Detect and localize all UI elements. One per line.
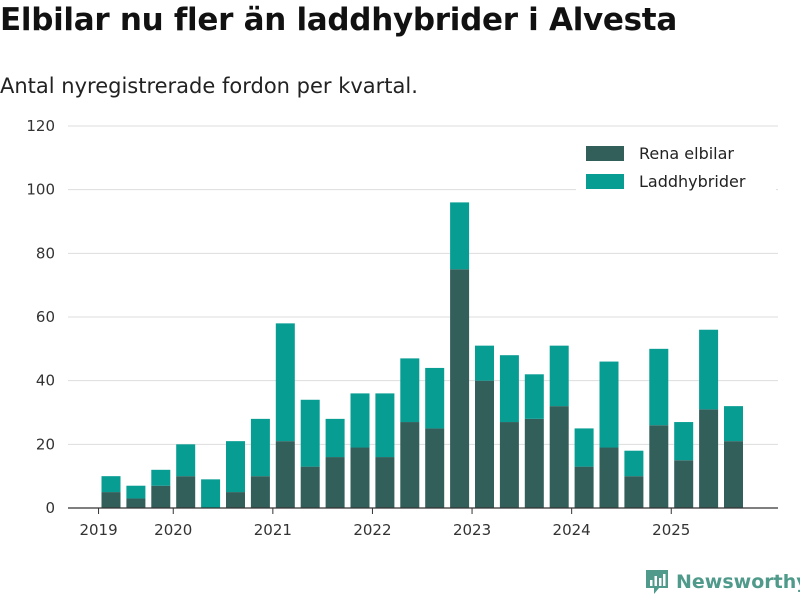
bar-laddhybrider <box>325 418 345 458</box>
bar-laddhybrider <box>176 444 196 477</box>
bar-rena-elbilar <box>101 492 121 508</box>
bar-laddhybrider <box>151 469 171 486</box>
bar-laddhybrider <box>699 329 719 410</box>
y-tick-label: 0 <box>45 499 55 517</box>
x-tick-label: 2024 <box>553 521 591 539</box>
bar-laddhybrider <box>425 367 445 429</box>
bar-rena-elbilar <box>524 418 544 508</box>
bar-laddhybrider <box>450 202 470 270</box>
x-tick-label: 2023 <box>453 521 491 539</box>
bar-laddhybrider <box>674 422 694 461</box>
legend-label: Laddhybrider <box>639 172 746 191</box>
newsworthy-logo-icon <box>646 570 668 594</box>
bar-rena-elbilar <box>674 460 694 508</box>
bar-rena-elbilar <box>475 380 494 508</box>
bar-rena-elbilar <box>599 447 619 508</box>
bar-rena-elbilar <box>724 441 743 508</box>
bar-laddhybrider <box>599 361 619 448</box>
bar-laddhybrider <box>574 428 594 467</box>
bar-rena-elbilar <box>624 476 644 508</box>
x-tick-label: 2020 <box>154 521 192 539</box>
y-tick-label: 80 <box>36 244 55 262</box>
x-tick-label: 2021 <box>254 521 292 539</box>
brand-logo: Newsworthy <box>644 568 800 596</box>
bar-rena-elbilar <box>574 466 594 508</box>
bar-laddhybrider <box>624 450 644 477</box>
bar-rena-elbilar <box>275 441 295 508</box>
bar-rena-elbilar <box>325 457 345 508</box>
brand-name: Newsworthy <box>676 571 800 593</box>
bar-rena-elbilar <box>250 476 270 508</box>
bar-rena-elbilar <box>400 422 420 508</box>
y-tick-label: 60 <box>36 308 55 326</box>
legend-swatch <box>586 146 624 161</box>
bar-rena-elbilar <box>649 425 669 508</box>
bar-rena-elbilar <box>375 457 395 508</box>
x-tick-label: 2022 <box>353 521 391 539</box>
bar-rena-elbilar <box>176 476 196 508</box>
bar-laddhybrider <box>649 348 669 426</box>
legend-label: Rena elbilar <box>639 144 734 163</box>
bar-laddhybrider <box>350 393 370 448</box>
bar-laddhybrider <box>226 441 245 493</box>
x-tick-label: 2025 <box>652 521 690 539</box>
y-tick-label: 100 <box>26 181 55 199</box>
bar-laddhybrider <box>250 418 270 477</box>
bar-rena-elbilar <box>549 406 569 508</box>
y-tick-label: 120 <box>26 117 55 135</box>
bar-laddhybrider <box>375 393 395 458</box>
y-tick-label: 20 <box>36 435 55 453</box>
bar-laddhybrider <box>475 345 494 381</box>
bar-rena-elbilar <box>126 498 146 508</box>
bar-rena-elbilar <box>699 409 719 508</box>
bar-laddhybrider <box>101 476 121 493</box>
bar-rena-elbilar <box>300 466 320 508</box>
bar-rena-elbilar <box>450 269 470 508</box>
bar-rena-elbilar <box>151 485 171 508</box>
x-tick-label: 2019 <box>79 521 117 539</box>
bar-laddhybrider <box>524 374 544 419</box>
bar-laddhybrider <box>549 345 569 407</box>
bar-laddhybrider <box>126 485 146 499</box>
bar-rena-elbilar <box>499 422 519 508</box>
y-tick-label: 40 <box>36 372 55 390</box>
bar-rena-elbilar <box>226 492 245 508</box>
bar-laddhybrider <box>499 355 519 423</box>
bar-laddhybrider <box>201 479 221 508</box>
legend-swatch <box>586 174 624 189</box>
bar-rena-elbilar <box>425 428 445 508</box>
chart-subtitle: Antal nyregistrerade fordon per kvartal. <box>0 74 418 98</box>
bar-laddhybrider <box>400 358 420 423</box>
chart-title: Elbilar nu fler än laddhybrider i Alvest… <box>0 2 677 38</box>
bar-rena-elbilar <box>350 447 370 508</box>
bar-laddhybrider <box>724 406 743 442</box>
bar-laddhybrider <box>300 399 320 467</box>
bar-laddhybrider <box>275 323 295 442</box>
